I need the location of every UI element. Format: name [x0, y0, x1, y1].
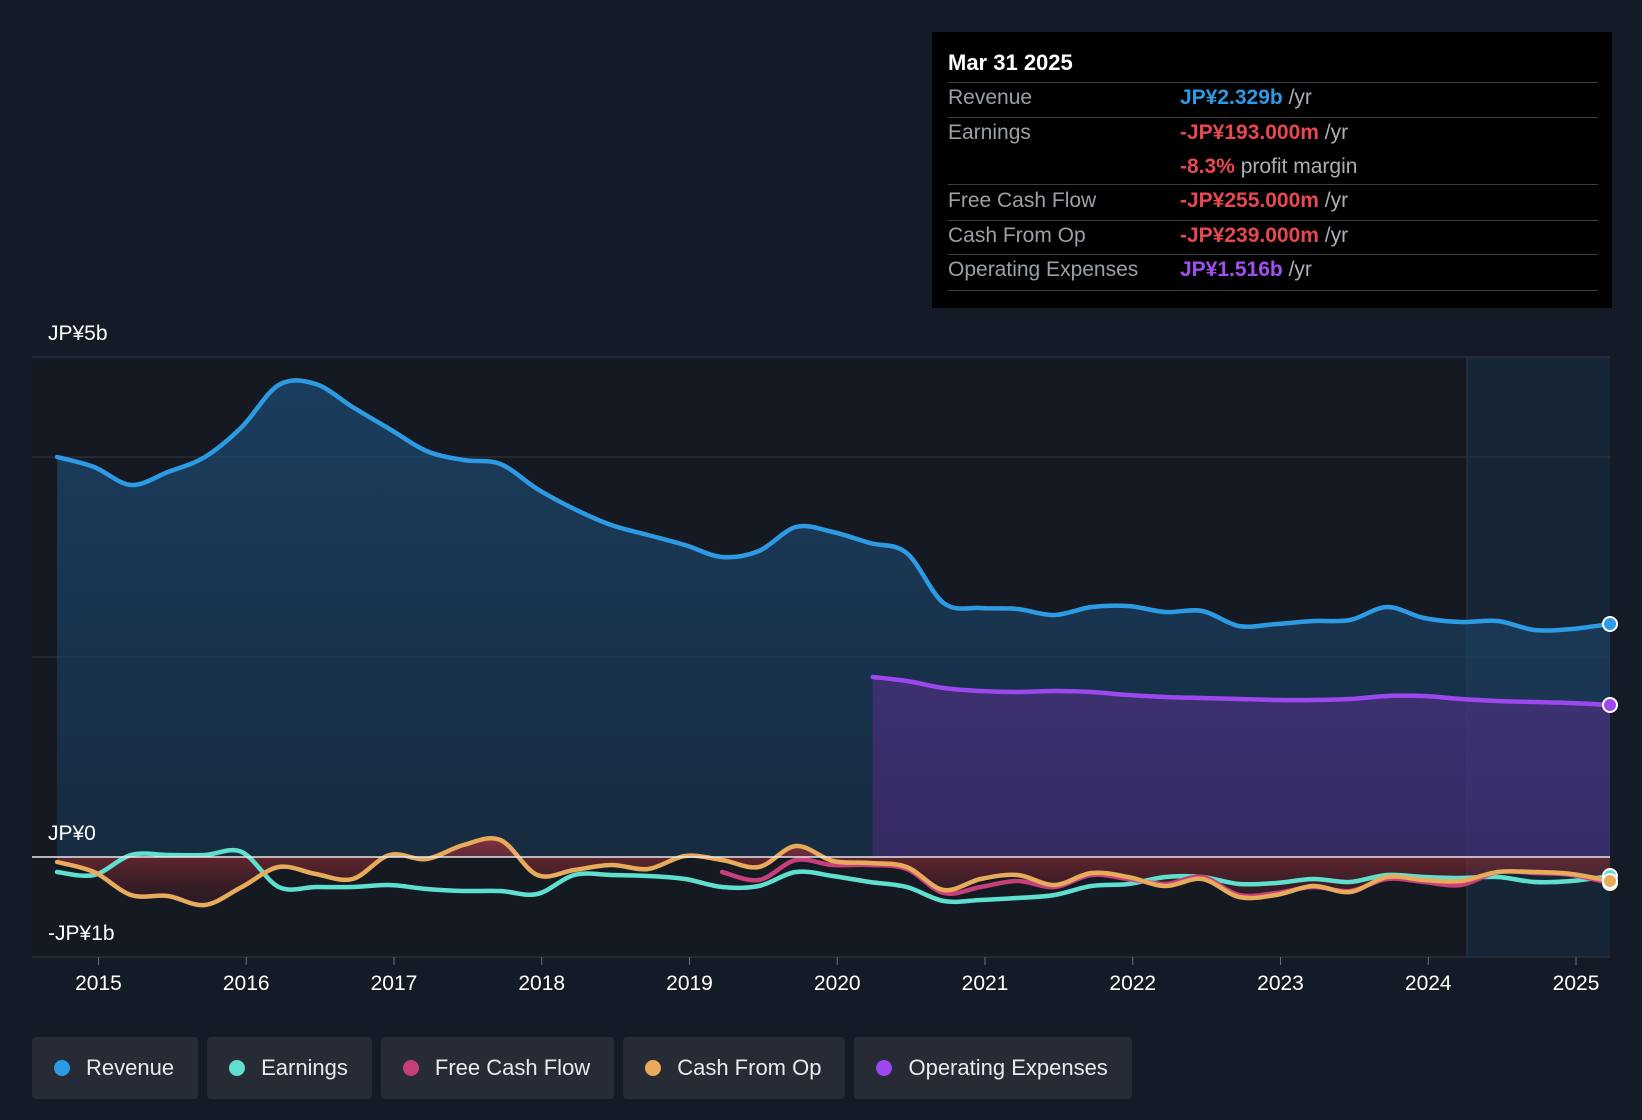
tooltip-label: Cash From Op	[948, 224, 1086, 247]
legend-item-earnings[interactable]: Earnings	[207, 1037, 372, 1099]
operating-expenses-area	[872, 677, 1610, 857]
cash-from-op-line	[54, 835, 1613, 908]
tooltip-value: -JP¥239.000m /yr	[1180, 224, 1349, 247]
legend-item-free-cash-flow[interactable]: Free Cash Flow	[380, 1037, 615, 1099]
revenue-line	[54, 378, 1613, 633]
tooltip-label: Free Cash Flow	[948, 189, 1097, 212]
legend-label: Earnings	[261, 1055, 348, 1080]
y-label-bottom: -JP¥1b	[48, 922, 115, 945]
tooltip-separator	[948, 290, 1598, 291]
legend-label: Operating Expenses	[908, 1055, 1108, 1080]
y-label-zero: JP¥0	[48, 822, 96, 845]
x-tick-label: 2018	[518, 972, 565, 995]
x-axis-ticks: 2015 2016 2017 2018 2019 2020 2021 2022 2023 2024…	[75, 957, 1599, 995]
tooltip-value: JP¥2.329b /yr	[1180, 86, 1312, 109]
series-lines	[54, 378, 1613, 908]
tooltip-date: Mar 31 2025	[948, 50, 1073, 75]
tooltip-separator	[948, 117, 1598, 118]
x-tick-label: 2016	[223, 972, 270, 995]
cash-from-op-area	[57, 838, 1611, 906]
legend-item-operating-expenses[interactable]: Operating Expenses	[854, 1037, 1132, 1099]
legend-dot-icon	[229, 1060, 246, 1076]
tooltip-value: JP¥1.516b /yr	[1180, 258, 1312, 281]
legend-label: Free Cash Flow	[434, 1055, 591, 1080]
x-tick-label: 2020	[814, 972, 861, 995]
operating-expenses-line	[870, 674, 1613, 708]
tooltip-value: -JP¥255.000m /yr	[1180, 189, 1349, 212]
legend: Revenue Earnings Free Cash Flow Cash Fro…	[32, 1037, 1132, 1099]
cash-from-op-end-marker	[1602, 873, 1618, 889]
legend-dot-icon	[876, 1060, 893, 1076]
tooltip-separator	[948, 184, 1598, 185]
tooltip-label: Earnings	[948, 121, 1031, 144]
tooltip-label: Operating Expenses	[948, 258, 1139, 281]
tooltip-separator	[948, 82, 1598, 83]
tooltip-label: Revenue	[948, 86, 1033, 109]
y-label-top: JP¥5b	[48, 322, 108, 345]
x-tick-label: 2017	[371, 972, 418, 995]
x-tick-label: 2025	[1553, 972, 1600, 995]
earnings-line	[54, 847, 1613, 905]
operating-expenses-end-marker	[1602, 697, 1618, 713]
x-tick-label: 2022	[1109, 972, 1156, 995]
revenue-end-marker	[1602, 616, 1618, 632]
series-areas	[57, 380, 1611, 906]
x-tick-label: 2024	[1405, 972, 1452, 995]
tooltip-value: -8.3% profit margin	[1180, 155, 1358, 178]
tooltip-separator	[948, 220, 1598, 221]
x-tick-label: 2023	[1257, 972, 1304, 995]
end-markers	[1602, 616, 1618, 891]
tooltip-separator	[948, 254, 1598, 255]
legend-label: Cash From Op	[677, 1055, 822, 1080]
legend-label: Revenue	[86, 1055, 175, 1080]
legend-dot-icon	[54, 1060, 70, 1076]
x-tick-label: 2015	[75, 972, 122, 995]
tooltip-panel: Mar 31 2025 Revenue JP¥2.329b /yr Earnin…	[932, 32, 1612, 308]
legend-item-cash-from-op[interactable]: Cash From Op	[623, 1037, 846, 1099]
x-tick-label: 2019	[666, 972, 713, 995]
legend-dot-icon	[645, 1060, 662, 1076]
tooltip-value: -JP¥193.000m /yr	[1180, 121, 1349, 144]
x-tick-label: 2021	[962, 972, 1009, 995]
legend-dot-icon	[402, 1060, 419, 1076]
legend-item-revenue[interactable]: Revenue	[32, 1037, 199, 1099]
